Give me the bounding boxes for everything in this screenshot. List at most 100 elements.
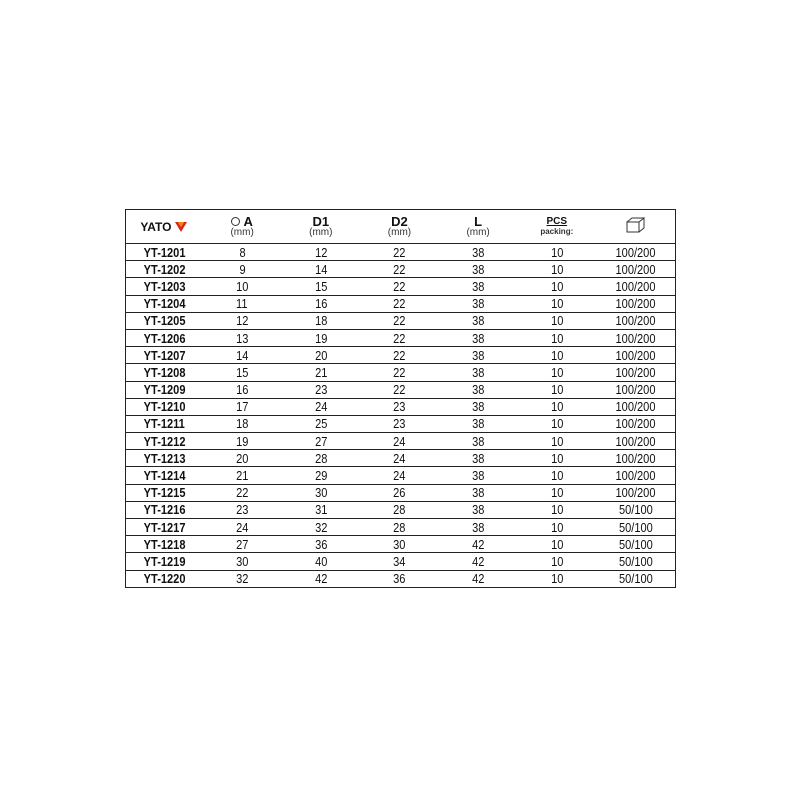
product-code: YT-1201 [126,244,203,261]
cell-text: 15 [314,278,327,294]
cell-text: 42 [471,536,485,552]
cell-text: 24 [393,433,406,449]
a-mm: 16 [203,381,282,398]
d1-mm: 32 [281,519,360,536]
packing: 100/200 [596,278,675,295]
l-mm: 38 [439,381,518,398]
cell-text: 100/200 [615,382,656,398]
d1-mm: 28 [281,450,360,467]
cell-text: 23 [393,399,406,415]
cell-text: YT-1201 [143,244,186,260]
table-row: YT-1218 27 36 30 42 10 50/100 [125,536,676,553]
product-code: YT-1211 [126,415,203,432]
cell-text: YT-1205 [143,313,186,329]
l-mm: 38 [439,415,518,432]
header-d1: D1 (mm) [309,213,333,238]
a-mm: 19 [203,433,282,450]
packing: 100/200 [596,433,675,450]
product-code: YT-1217 [126,519,203,536]
a-mm: 12 [203,312,282,329]
pcs: 10 [517,261,596,278]
cell-text: 27 [235,536,249,552]
cell-text: 28 [393,519,406,535]
cell-text: 38 [471,382,485,398]
cell-text: 17 [235,399,249,415]
l-mm: 38 [439,450,518,467]
cell-text: 50/100 [618,519,653,535]
d2-mm: 22 [360,278,439,295]
cell-text: 100/200 [615,347,656,363]
packing: 100/200 [596,312,675,329]
table-row: YT-1206 13 19 22 38 10 100/200 [125,329,676,347]
d2-mm: 22 [360,295,439,312]
cell-text: 100/200 [615,433,656,449]
product-code: YT-1218 [126,536,203,553]
l-mm: 38 [439,329,518,346]
cell-text: 50/100 [618,536,653,552]
header-pcs: PCS packing: [540,216,574,237]
cell-text: YT-1220 [143,571,186,587]
cell-text: YT-1211 [143,416,185,432]
a-mm: 21 [203,467,282,484]
table-row: YT-1217 24 32 28 38 10 50/100 [125,519,676,536]
d2-mm: 22 [360,261,439,278]
product-code: YT-1210 [126,398,203,415]
cell-text: 38 [471,485,485,501]
d2-mm: 28 [360,501,439,518]
packing: 50/100 [596,519,675,536]
d1-mm: 25 [281,415,360,432]
product-code: YT-1212 [126,433,203,450]
pcs: 10 [517,570,596,587]
cell-text: 10 [550,278,563,294]
pcs: 10 [517,347,596,364]
cell-text: 42 [471,553,485,569]
cell-text: 100/200 [615,313,656,329]
d2-mm: 30 [360,536,439,553]
cell-text: 100/200 [615,399,656,415]
cell-text: 38 [471,261,485,277]
d2-mm: 22 [360,364,439,381]
cell-text: 29 [314,468,327,484]
product-code: YT-1216 [126,501,203,518]
cell-text: 38 [471,399,485,415]
cell-text: 22 [393,278,406,294]
table-row: YT-1207 14 20 22 38 10 100/200 [125,347,676,364]
d1-mm: 31 [281,501,360,518]
l-mm: 38 [439,295,518,312]
a-mm: 23 [203,501,282,518]
d1-mm: 20 [281,347,360,364]
pcs: 10 [517,536,596,553]
cell-text: 50/100 [618,502,653,518]
cell-text: 100/200 [615,450,656,466]
d1-mm: 12 [281,244,360,261]
cell-text: 38 [471,519,485,535]
cell-text: 20 [314,347,327,363]
cell-text: YT-1204 [143,296,186,312]
cell-text: 10 [550,364,563,380]
cell-text: 23 [235,502,249,518]
packing: 50/100 [596,501,675,518]
product-code: YT-1203 [126,278,203,295]
a-mm: 27 [203,536,282,553]
cell-text: 16 [314,296,327,312]
d1-mm: 30 [281,484,360,501]
cell-text: 38 [471,330,485,346]
cell-text: 26 [393,485,406,501]
a-mm: 17 [203,398,282,415]
cell-text: 10 [550,399,563,415]
d2-mm: 22 [360,347,439,364]
cell-text: 13 [235,330,249,346]
pcs: 10 [517,433,596,450]
a-mm: 24 [203,519,282,536]
packing: 100/200 [596,295,675,312]
l-mm: 38 [439,501,518,518]
cell-text: 16 [235,382,249,398]
cell-text: 10 [550,382,563,398]
d2-mm: 28 [360,519,439,536]
cell-text: 10 [550,313,563,329]
product-code: YT-1209 [126,381,203,398]
packing: 50/100 [596,570,675,587]
packing: 100/200 [596,381,675,398]
cell-text: YT-1208 [143,364,186,380]
pcs: 10 [517,398,596,415]
